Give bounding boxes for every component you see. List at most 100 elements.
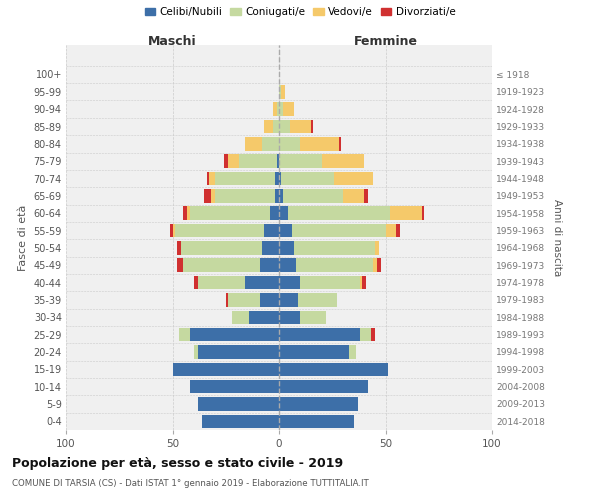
Bar [279, 85, 281, 98]
Bar [375, 241, 379, 254]
Bar [279, 414, 353, 428]
Bar [360, 276, 362, 289]
Bar [260, 258, 279, 272]
Bar [301, 276, 360, 289]
Bar [334, 172, 373, 186]
Bar [260, 293, 279, 306]
Bar [173, 362, 279, 376]
Bar [232, 310, 249, 324]
Bar [205, 189, 211, 202]
Bar [177, 241, 181, 254]
Bar [190, 206, 271, 220]
Bar [272, 120, 279, 134]
Bar [239, 154, 277, 168]
Bar [198, 397, 279, 411]
Bar [279, 172, 281, 186]
Bar [298, 293, 337, 306]
Bar [283, 189, 343, 202]
Bar [187, 206, 190, 220]
Bar [262, 241, 279, 254]
Bar [279, 397, 358, 411]
Bar [377, 258, 381, 272]
Bar [226, 293, 228, 306]
Bar [301, 137, 338, 150]
Bar [311, 120, 313, 134]
Bar [281, 172, 334, 186]
Bar [296, 258, 373, 272]
Bar [170, 224, 173, 237]
Bar [272, 102, 277, 116]
Text: COMUNE DI TARSIA (CS) - Dati ISTAT 1° gennaio 2019 - Elaborazione TUTTITALIA.IT: COMUNE DI TARSIA (CS) - Dati ISTAT 1° ge… [12, 479, 369, 488]
Bar [371, 328, 375, 342]
Bar [275, 189, 279, 202]
Bar [364, 189, 368, 202]
Bar [294, 241, 375, 254]
Bar [301, 310, 326, 324]
Y-axis label: Fasce di età: Fasce di età [18, 204, 28, 270]
Bar [279, 293, 298, 306]
Bar [390, 206, 422, 220]
Bar [283, 102, 294, 116]
Bar [262, 137, 279, 150]
Bar [396, 224, 400, 237]
Bar [343, 189, 364, 202]
Bar [245, 137, 262, 150]
Bar [279, 102, 283, 116]
Bar [279, 206, 287, 220]
Bar [194, 345, 198, 358]
Bar [279, 362, 388, 376]
Bar [271, 206, 279, 220]
Bar [277, 154, 279, 168]
Bar [181, 241, 262, 254]
Bar [338, 137, 341, 150]
Bar [279, 137, 301, 150]
Bar [209, 172, 215, 186]
Bar [198, 345, 279, 358]
Bar [179, 328, 190, 342]
Bar [279, 189, 283, 202]
Bar [279, 276, 301, 289]
Bar [177, 258, 183, 272]
Bar [373, 258, 377, 272]
Bar [386, 224, 396, 237]
Bar [183, 206, 187, 220]
Bar [183, 258, 260, 272]
Bar [279, 154, 322, 168]
Text: Maschi: Maschi [148, 34, 197, 48]
Bar [279, 345, 349, 358]
Bar [249, 310, 279, 324]
Bar [292, 224, 386, 237]
Bar [279, 241, 294, 254]
Bar [279, 258, 296, 272]
Bar [287, 206, 390, 220]
Bar [290, 120, 311, 134]
Bar [281, 85, 286, 98]
Bar [190, 328, 279, 342]
Bar [245, 276, 279, 289]
Text: Popolazione per età, sesso e stato civile - 2019: Popolazione per età, sesso e stato civil… [12, 458, 343, 470]
Bar [422, 206, 424, 220]
Bar [279, 328, 360, 342]
Legend: Celibi/Nubili, Coniugati/e, Vedovi/e, Divorziati/e: Celibi/Nubili, Coniugati/e, Vedovi/e, Di… [140, 2, 460, 21]
Bar [224, 154, 228, 168]
Bar [175, 224, 264, 237]
Bar [215, 189, 275, 202]
Bar [215, 172, 275, 186]
Bar [279, 120, 290, 134]
Bar [228, 293, 260, 306]
Bar [211, 189, 215, 202]
Bar [198, 276, 245, 289]
Bar [360, 328, 371, 342]
Bar [275, 172, 279, 186]
Bar [264, 224, 279, 237]
Bar [206, 172, 209, 186]
Bar [279, 224, 292, 237]
Bar [194, 276, 198, 289]
Bar [264, 120, 272, 134]
Bar [190, 380, 279, 394]
Bar [322, 154, 364, 168]
Bar [279, 310, 301, 324]
Bar [277, 102, 279, 116]
Bar [173, 224, 175, 237]
Bar [228, 154, 239, 168]
